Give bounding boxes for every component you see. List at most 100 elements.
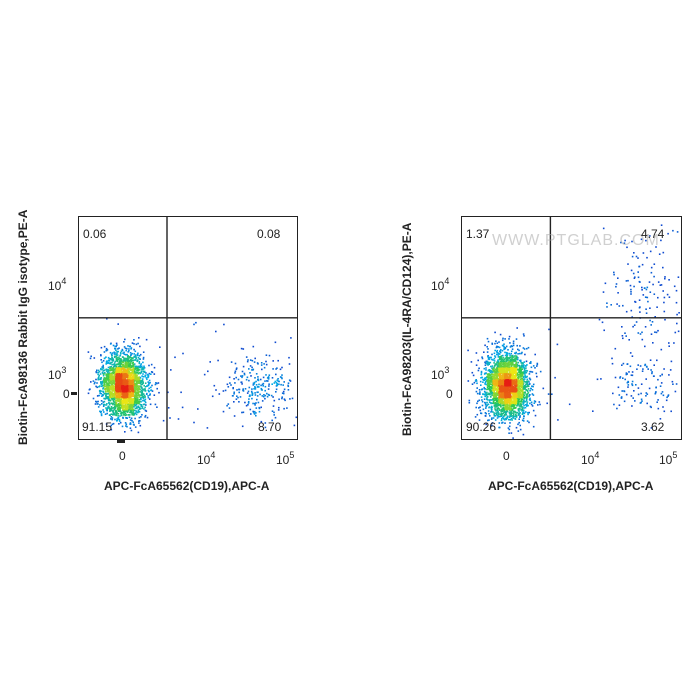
scatter-point xyxy=(489,374,492,376)
scatter-point xyxy=(622,337,624,340)
scatter-point xyxy=(116,390,118,392)
scatter-point xyxy=(531,393,534,395)
scatter-point xyxy=(489,390,492,392)
scatter-point xyxy=(129,358,132,361)
scatter-point xyxy=(480,412,483,415)
scatter-point xyxy=(144,406,146,409)
scatter-point xyxy=(516,373,519,375)
scatter-point xyxy=(127,414,130,416)
scatter-point xyxy=(637,271,639,273)
scatter-point xyxy=(523,361,526,363)
scatter-point xyxy=(125,387,128,389)
scatter-point xyxy=(647,300,649,303)
scatter-point xyxy=(105,356,107,358)
scatter-point xyxy=(497,361,499,364)
scatter-point xyxy=(121,348,124,351)
scatter-point xyxy=(668,279,670,281)
scatter-point xyxy=(135,398,137,400)
scatter-point xyxy=(631,405,633,407)
scatter-point xyxy=(112,422,115,425)
scatter-point xyxy=(132,393,134,396)
scatter-point xyxy=(519,383,522,386)
scatter-point xyxy=(119,379,122,382)
scatter-point xyxy=(468,399,471,402)
scatter-point xyxy=(499,403,502,405)
scatter-point xyxy=(117,408,120,411)
scatter-point xyxy=(293,424,296,427)
scatter-point xyxy=(517,403,520,406)
scatter-point xyxy=(486,363,489,366)
scatter-point xyxy=(516,386,519,388)
scatter-point xyxy=(116,360,119,363)
scatter-point xyxy=(640,398,643,401)
scatter-point xyxy=(142,358,145,360)
scatter-point xyxy=(123,346,126,348)
scatter-point xyxy=(502,401,504,404)
scatter-point xyxy=(532,383,535,386)
scatter-point xyxy=(512,344,515,347)
scatter-point xyxy=(118,418,121,421)
scatter-point xyxy=(135,401,137,403)
scatter-point xyxy=(125,359,127,361)
scatter-point xyxy=(131,413,133,416)
scatter-point xyxy=(244,388,247,390)
scatter-point xyxy=(141,406,144,408)
scatter-point xyxy=(142,361,144,364)
scatter-point xyxy=(260,388,263,391)
scatter-point xyxy=(143,394,146,397)
scatter-point xyxy=(233,391,235,394)
scatter-point xyxy=(137,365,140,368)
scatter-point xyxy=(515,406,517,409)
scatter-point xyxy=(113,413,115,416)
scatter-point xyxy=(495,367,498,369)
scatter-point xyxy=(116,356,118,359)
scatter-point xyxy=(239,396,242,398)
scatter-point xyxy=(139,376,141,379)
scatter-point xyxy=(493,360,496,362)
scatter-point xyxy=(515,358,518,360)
scatter-point xyxy=(480,384,482,386)
scatter-point xyxy=(521,407,523,410)
scatter-point xyxy=(127,389,130,392)
scatter-point xyxy=(514,403,517,406)
scatter-point xyxy=(514,407,516,409)
scatter-point xyxy=(146,385,148,387)
scatter-point xyxy=(475,380,478,382)
scatter-point xyxy=(143,365,145,368)
scatter-point xyxy=(266,377,269,379)
scatter-point xyxy=(516,344,518,347)
scatter-point xyxy=(663,410,666,413)
scatter-point xyxy=(241,376,243,379)
scatter-point xyxy=(664,277,666,280)
scatter-point xyxy=(521,351,523,354)
scatter-point xyxy=(104,388,107,391)
scatter-point xyxy=(256,362,259,364)
scatter-point xyxy=(138,386,141,388)
scatter-point xyxy=(263,363,265,365)
scatter-point xyxy=(98,371,101,373)
scatter-point xyxy=(628,371,630,373)
scatter-point xyxy=(128,345,131,348)
left-scatter-svg xyxy=(79,217,297,439)
scatter-point xyxy=(617,277,619,279)
scatter-point xyxy=(523,404,525,407)
scatter-point xyxy=(492,376,495,379)
scatter-point xyxy=(112,372,114,374)
scatter-point xyxy=(637,387,640,389)
scatter-point xyxy=(520,360,522,363)
scatter-point xyxy=(511,348,514,350)
scatter-point xyxy=(282,390,285,393)
scatter-point xyxy=(261,368,263,371)
scatter-point xyxy=(627,384,630,386)
scatter-point xyxy=(129,378,132,380)
scatter-point xyxy=(492,411,494,413)
scatter-point xyxy=(476,402,478,405)
scatter-point xyxy=(135,357,137,359)
scatter-point xyxy=(139,406,141,409)
scatter-point xyxy=(140,389,143,392)
scatter-point xyxy=(526,385,529,388)
scatter-point xyxy=(247,402,250,404)
scatter-point xyxy=(137,406,140,409)
scatter-point xyxy=(253,361,256,363)
scatter-point xyxy=(132,371,134,374)
